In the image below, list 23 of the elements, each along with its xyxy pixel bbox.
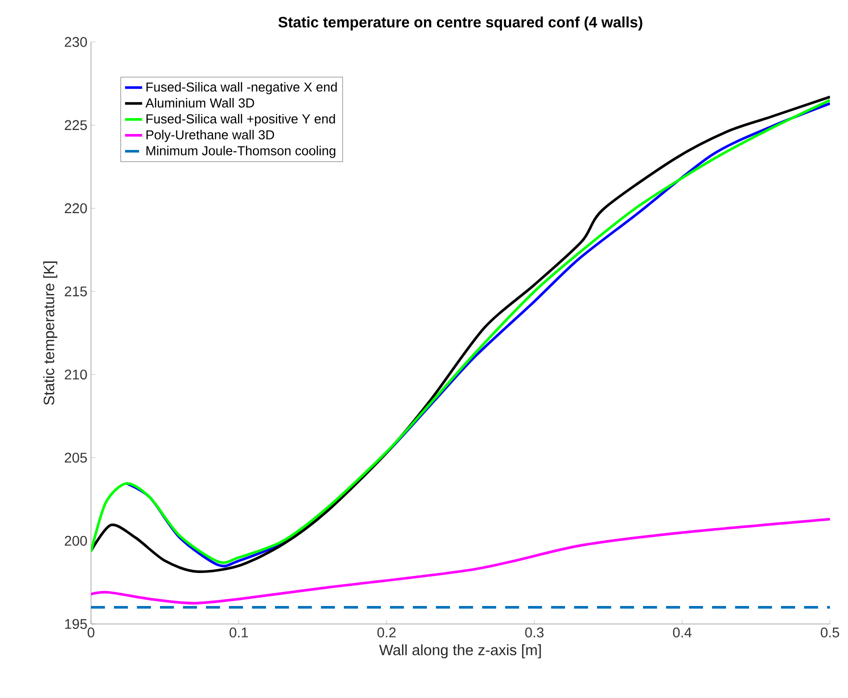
y-tick-label: 205 xyxy=(64,452,87,463)
y-tick-label: 200 xyxy=(64,536,87,546)
line-series xyxy=(91,518,830,604)
x-tick-label: 0.4 xyxy=(673,628,692,638)
y-tick-label: 195 xyxy=(65,619,87,629)
x-tick-label: 0.5 xyxy=(820,628,840,638)
x-tick-label: 0.1 xyxy=(230,628,248,638)
x-tick-label: 0.2 xyxy=(377,628,396,638)
chart-title: Static temperature on centre squared conf (4 walls) xyxy=(278,16,642,30)
legend-label: Minimum Joule-Thomson cooling xyxy=(146,146,336,158)
y-axis-title: Static temperature [K] xyxy=(43,262,58,405)
legend-label: Aluminium Wall 3D xyxy=(145,98,254,108)
y-tick-label: 215 xyxy=(64,286,87,296)
x-axis-title: Wall along the z-axis [m] xyxy=(379,644,541,658)
y-tick-label: 225 xyxy=(64,120,87,130)
y-tick-label: 230 xyxy=(64,37,87,47)
y-tick-label: 220 xyxy=(64,203,87,214)
legend-label: Fused-Silica wall -negative X end xyxy=(146,82,337,94)
legend-label: Poly-Urethane wall 3D xyxy=(146,130,274,142)
x-tick-label: 0 xyxy=(88,628,94,638)
x-tick-label: 0.3 xyxy=(525,628,544,638)
y-tick-label: 210 xyxy=(64,370,87,380)
legend-label: Fused-Silica wall +positive Y end xyxy=(146,114,335,126)
